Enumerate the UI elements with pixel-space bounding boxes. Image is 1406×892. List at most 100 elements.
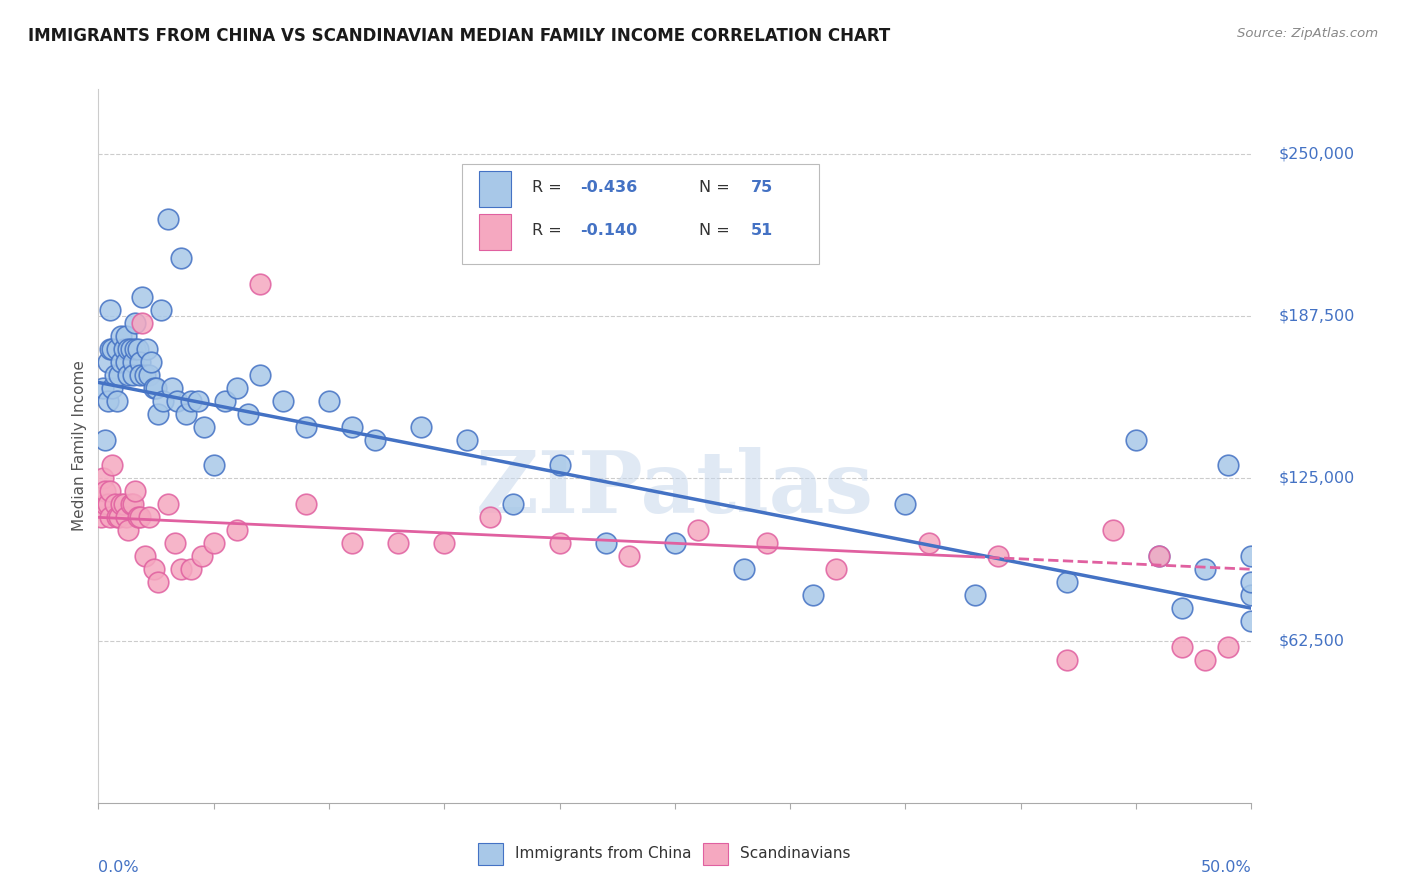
Point [617,549,640,564]
Point [1240,575,1263,590]
Point [894,497,917,511]
Point [1147,549,1170,564]
Point [987,549,1010,564]
Point [174,407,197,421]
Point [187,393,209,408]
Point [127,342,149,356]
Point [105,393,128,408]
Text: $187,500: $187,500 [1279,309,1355,324]
Point [548,458,571,473]
Point [170,562,193,576]
Point [1194,653,1216,667]
Point [1147,549,1170,564]
Point [1240,549,1263,564]
Point [318,393,340,408]
Point [117,368,139,382]
Point [98,302,121,317]
Point [411,419,433,434]
Point [664,536,686,550]
Text: 75: 75 [751,180,773,195]
Point [112,342,135,356]
Point [1056,653,1078,667]
Point [295,497,318,511]
Point [456,433,478,447]
Point [152,393,174,408]
Text: IMMIGRANTS FROM CHINA VS SCANDINAVIAN MEDIAN FAMILY INCOME CORRELATION CHART: IMMIGRANTS FROM CHINA VS SCANDINAVIAN ME… [28,27,890,45]
Text: -0.140: -0.140 [581,223,637,238]
Text: $250,000: $250,000 [1279,146,1355,161]
Text: R =: R = [531,223,567,238]
Point [271,393,294,408]
Point [122,497,145,511]
Point [340,419,363,434]
Point [94,484,117,499]
Point [156,211,179,226]
Point [733,562,755,576]
Point [166,393,188,408]
Text: 51: 51 [751,223,773,238]
Text: N =: N = [699,180,735,195]
Text: ZIPatlas: ZIPatlas [475,447,875,531]
Point [1171,640,1194,654]
Point [117,342,139,356]
Point [142,562,165,576]
Point [115,354,138,368]
Point [479,510,502,524]
Y-axis label: Median Family Income: Median Family Income [72,360,87,532]
Point [433,536,456,550]
Point [101,342,124,356]
Point [142,381,165,395]
Point [103,497,125,511]
Point [148,575,170,590]
Point [295,419,318,434]
Point [963,588,986,602]
Text: Immigrants from China: Immigrants from China [515,847,692,861]
Point [202,536,225,550]
Text: N =: N = [699,223,735,238]
Point [825,562,848,576]
Point [225,381,247,395]
Point [129,510,152,524]
Point [340,536,363,550]
Text: Scandinavians: Scandinavians [740,847,851,861]
Point [108,510,131,524]
Point [115,510,138,524]
Text: 0.0%: 0.0% [98,860,139,875]
Point [98,484,121,499]
Point [156,497,179,511]
Point [180,393,202,408]
Point [387,536,409,550]
Text: $62,500: $62,500 [1279,633,1346,648]
FancyBboxPatch shape [461,164,818,264]
Point [170,251,193,265]
Point [756,536,779,550]
Point [122,368,145,382]
Point [108,368,131,382]
Point [97,354,120,368]
Point [1218,458,1240,473]
Point [502,497,524,511]
Point [124,316,146,330]
Point [163,536,186,550]
Point [1125,433,1147,447]
Point [129,354,152,368]
Text: 50.0%: 50.0% [1201,860,1251,875]
Point [548,536,571,550]
Point [110,497,132,511]
Point [138,510,160,524]
Point [1102,524,1125,538]
Point [595,536,617,550]
Point [191,549,214,564]
Point [110,328,132,343]
Point [917,536,939,550]
Point [145,381,167,395]
Point [105,342,128,356]
Text: $125,000: $125,000 [1279,471,1355,486]
Point [214,393,236,408]
Point [1056,575,1078,590]
Bar [479,214,512,250]
Point [686,524,709,538]
Point [91,381,114,395]
Point [124,342,146,356]
Point [1240,588,1263,602]
